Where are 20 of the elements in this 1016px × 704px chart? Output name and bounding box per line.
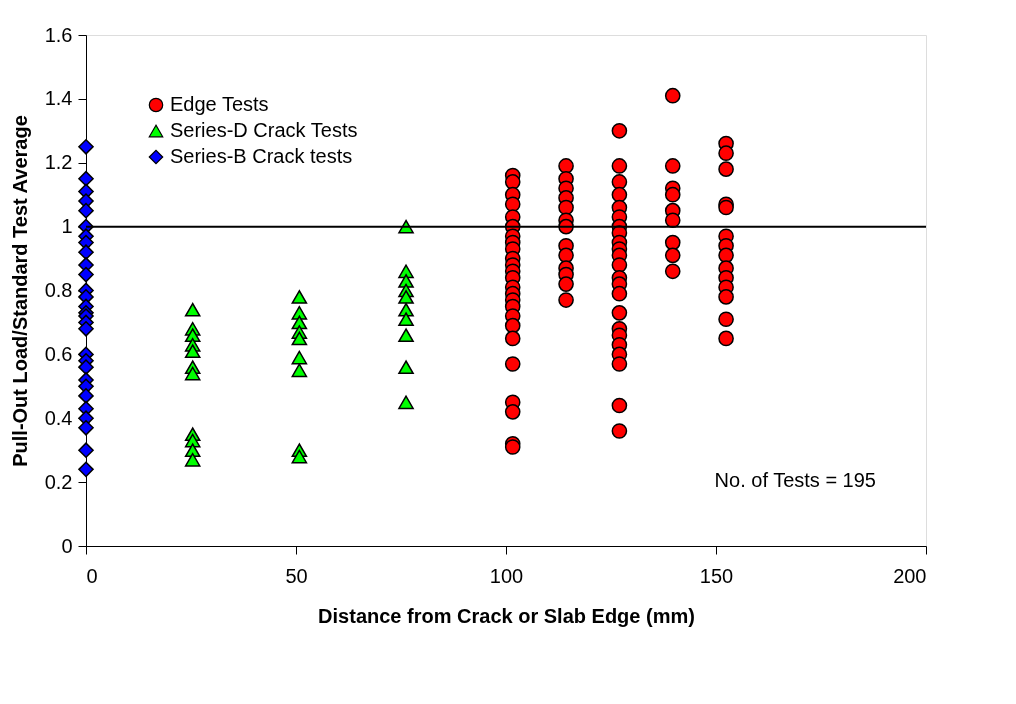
y-axis-title: Pull-Out Load/Standard Test Average xyxy=(8,115,31,467)
y-tick-label: 0.2 xyxy=(44,470,73,493)
y-tick-label: 0.6 xyxy=(44,342,73,365)
x-tick-label: 100 xyxy=(489,564,524,587)
y-tick-label: 1 xyxy=(61,215,73,238)
x-axis-title: Distance from Crack or Slab Edge (mm) xyxy=(318,604,695,627)
legend-label: Edge Tests xyxy=(170,93,269,115)
x-tick-label: 150 xyxy=(699,564,734,587)
y-tick-label: 0.4 xyxy=(44,406,73,429)
annotation: No. of Tests = 195 xyxy=(714,469,876,491)
y-tick-label: 1.2 xyxy=(44,151,73,174)
x-tick-label: 0 xyxy=(86,564,98,587)
legend-label: Series-B Crack tests xyxy=(170,145,353,167)
x-tick-label: 50 xyxy=(285,564,308,587)
y-tick-label: 1.6 xyxy=(44,23,73,46)
y-tick-label: 0.8 xyxy=(44,279,73,301)
y-tick-label: 0 xyxy=(61,534,73,557)
y-tick-label: 1.4 xyxy=(44,87,73,110)
x-tick-label: 200 xyxy=(893,564,927,587)
legend-label: Series-D Crack Tests xyxy=(170,119,358,141)
